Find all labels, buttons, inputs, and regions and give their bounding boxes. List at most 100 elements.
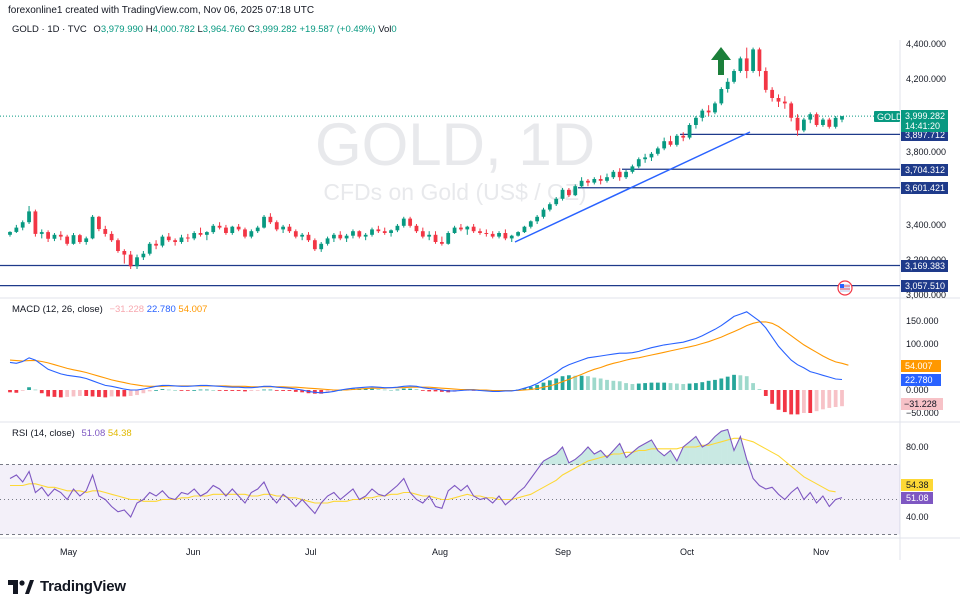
- candle-body: [465, 226, 470, 230]
- candle-body: [39, 232, 44, 234]
- trend-lines: [514, 131, 751, 243]
- macd-histogram-bar: [833, 390, 838, 408]
- candle-body: [738, 58, 743, 71]
- macd-histogram-bar: [401, 388, 406, 390]
- macd-histogram-bar: [281, 390, 285, 391]
- candle-body: [14, 227, 19, 232]
- rsi-line: [9, 428, 843, 518]
- macd-histogram-bar: [300, 390, 305, 393]
- close-label: C: [247, 24, 255, 35]
- level-badge: [901, 260, 948, 272]
- candle-body: [166, 236, 171, 241]
- time-label: May: [60, 547, 78, 557]
- candle-body: [782, 101, 787, 104]
- rsi-overbought-fill: [543, 457, 550, 465]
- macd-histogram-bar: [814, 390, 819, 412]
- rsi-legend[interactable]: RSI (14, close) 51.08 54.38: [12, 428, 132, 439]
- macd-badge-macd: [901, 374, 941, 386]
- macd-histogram-bar: [103, 390, 108, 398]
- candle-body: [389, 230, 393, 233]
- macd-histogram-bar: [827, 390, 832, 408]
- rsi-value: 51.08: [81, 428, 106, 439]
- macd-axis-tick: −50.000: [906, 408, 939, 418]
- rsi-overbought-fill: [600, 450, 608, 465]
- rsi-overbought-fill: [594, 450, 601, 465]
- macd-histogram-bar: [382, 389, 387, 391]
- macd-histogram-bar: [643, 383, 648, 390]
- rsi-overbought-fill: [689, 436, 696, 465]
- time-label: Jun: [186, 547, 201, 557]
- candle-body: [224, 227, 228, 233]
- macd-histogram-bar: [611, 380, 616, 390]
- price-legend[interactable]: GOLD · 1D · TVC O3,979.990 H4,000.782 L3…: [12, 24, 397, 35]
- candle-body: [217, 225, 222, 228]
- candle-body: [598, 179, 603, 181]
- brand-logo[interactable]: TradingView: [8, 578, 126, 595]
- current-price-badge[interactable]: GOLD 3,999.282 14:41:20: [874, 110, 948, 132]
- rsi-overbought-fill: [587, 447, 595, 465]
- macd-histogram-bar: [414, 389, 419, 390]
- macd-histogram-bar: [528, 386, 533, 390]
- macd-histogram-bar: [65, 390, 70, 397]
- macd-badge-signal: [901, 360, 941, 372]
- rsi-overbought-fill: [626, 452, 633, 465]
- macd-histogram-bar: [408, 388, 413, 390]
- macd-histogram-bar: [605, 379, 609, 390]
- time-label: Jul: [305, 547, 317, 557]
- change-value: +19.587 (+0.49%): [299, 24, 376, 35]
- candle-body: [46, 232, 50, 239]
- candle-body: [713, 103, 717, 113]
- candle-body: [757, 49, 762, 71]
- candle-body: [27, 211, 31, 223]
- candle-body: [198, 233, 203, 235]
- macd-histogram-bar: [77, 390, 82, 396]
- macd-histogram-bar: [725, 376, 730, 390]
- candle-body: [128, 254, 133, 267]
- macd-histogram-bar: [135, 390, 139, 396]
- candle-body: [554, 198, 559, 205]
- macd-histogram-bar: [262, 389, 266, 391]
- macd-legend[interactable]: MACD (12, 26, close) −31.228 22.780 54.0…: [12, 304, 207, 315]
- macd-histogram-bar: [732, 374, 736, 390]
- level-badge-text: 3,057.510: [905, 281, 945, 291]
- candle-body: [497, 233, 501, 237]
- low-value: 3,964.760: [202, 24, 246, 35]
- time-axis: May Jun Jul Aug Sep Oct Nov: [60, 547, 830, 557]
- candle-body: [827, 119, 832, 127]
- candle-body: [33, 211, 38, 234]
- macd-histogram-bar: [751, 383, 755, 390]
- macd-histogram-bar: [795, 390, 800, 415]
- candle-body: [262, 216, 266, 228]
- rsi-overbought-fill: [657, 450, 665, 465]
- candle-body: [147, 243, 152, 254]
- macd-histogram-bar: [166, 389, 171, 391]
- candle-body: [243, 229, 247, 237]
- macd-histogram-bar: [395, 389, 400, 391]
- macd-histogram-bar: [217, 390, 222, 391]
- candle-body: [325, 238, 330, 244]
- candle-body: [586, 180, 590, 183]
- candle-body: [116, 240, 120, 251]
- rsi-overbought-fill: [695, 436, 703, 465]
- price-axis-tick: 3,800.000: [906, 147, 946, 157]
- macd-histogram-bar: [27, 387, 31, 390]
- tradingview-logo-icon: [8, 579, 34, 594]
- us-flag-icon: [837, 280, 853, 296]
- macd-histogram-bar: [370, 388, 374, 390]
- candle-body: [802, 119, 806, 131]
- time-label: Nov: [813, 547, 830, 557]
- open-value: 3,979.990: [100, 24, 144, 35]
- macd-badge-hist-text: −31.228: [904, 399, 937, 409]
- candle-body: [655, 148, 660, 154]
- candle-body: [700, 110, 705, 118]
- macd-histogram-bar: [522, 388, 527, 390]
- high-label: H: [145, 24, 153, 35]
- candle-body: [103, 229, 108, 234]
- price-badge-bg: [901, 110, 948, 132]
- candle-body: [154, 243, 158, 246]
- macd-histogram-bar: [249, 390, 254, 391]
- macd-histogram-bar: [420, 390, 425, 391]
- candle-body: [459, 227, 463, 230]
- symbol-label: GOLD · 1D · TVC: [12, 24, 87, 35]
